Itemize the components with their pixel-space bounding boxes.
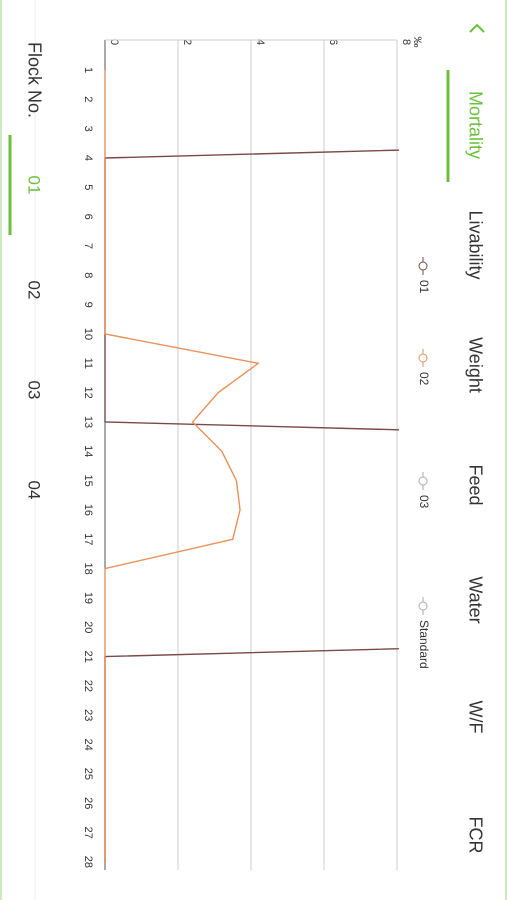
x-tick-label: 27 — [82, 826, 94, 838]
legend-marker[interactable] — [418, 261, 428, 271]
x-tick-label: 21 — [82, 650, 94, 662]
legend-marker[interactable] — [418, 601, 428, 611]
y-tick-label: 4 — [254, 39, 266, 45]
x-tick-label: 2 — [82, 96, 94, 102]
x-tick-label: 26 — [82, 797, 94, 809]
x-tick-label: 25 — [82, 768, 94, 780]
x-tick-label: 9 — [82, 302, 94, 308]
x-tick-label: 3 — [82, 126, 94, 132]
x-tick-label: 17 — [82, 533, 94, 545]
x-tick-label: 24 — [82, 738, 94, 750]
series-line — [104, 70, 399, 862]
y-tick-label: 6 — [327, 39, 339, 45]
y-tick-label: 2 — [181, 39, 193, 45]
x-tick-label: 10 — [82, 328, 94, 340]
legend-label[interactable]: 03 — [417, 495, 431, 509]
x-tick-label: 1 — [82, 67, 94, 73]
x-tick-label: 28 — [82, 856, 94, 868]
x-tick-label: 20 — [82, 621, 94, 633]
legend-label[interactable]: Standard — [417, 620, 431, 669]
flock-option[interactable]: 03 — [25, 381, 44, 400]
legend-marker[interactable] — [418, 476, 428, 486]
x-tick-label: 18 — [82, 562, 94, 574]
x-tick-label: 14 — [82, 445, 94, 457]
tab[interactable]: Weight — [465, 337, 485, 393]
tab[interactable]: Feed — [465, 464, 485, 505]
y-tick-label: 0 — [108, 39, 120, 45]
legend-label[interactable]: 02 — [417, 372, 431, 386]
tab[interactable]: Livability — [465, 210, 485, 279]
x-tick-label: 11 — [82, 358, 94, 369]
x-tick-label: 6 — [82, 214, 94, 220]
flock-option[interactable]: 02 — [25, 281, 44, 300]
x-tick-label: 23 — [82, 709, 94, 721]
x-tick-label: 15 — [82, 474, 94, 486]
flock-option[interactable]: 01 — [25, 176, 44, 195]
series-line — [104, 70, 261, 862]
x-tick-label: 22 — [82, 680, 94, 692]
flock-label: Flock No. — [24, 42, 44, 118]
x-tick-label: 5 — [82, 184, 94, 190]
x-tick-label: 8 — [82, 272, 94, 278]
back-button[interactable] — [469, 23, 485, 33]
x-tick-label: 16 — [82, 504, 94, 516]
x-tick-label: 4 — [82, 155, 94, 161]
legend-marker[interactable] — [418, 353, 428, 363]
y-tick-label: 8 — [400, 39, 412, 45]
x-tick-label: 19 — [82, 592, 94, 604]
tab[interactable]: Mortality — [465, 91, 485, 159]
flock-option[interactable]: 04 — [25, 481, 44, 500]
tab[interactable]: Water — [465, 576, 485, 623]
x-tick-label: 13 — [82, 416, 94, 428]
y-unit: ‰ — [411, 37, 423, 48]
tab[interactable]: FCR — [465, 817, 485, 854]
tab[interactable]: W/F — [465, 701, 485, 734]
legend-label[interactable]: 01 — [417, 280, 431, 294]
x-tick-label: 12 — [82, 387, 94, 399]
x-tick-label: 7 — [82, 243, 94, 249]
